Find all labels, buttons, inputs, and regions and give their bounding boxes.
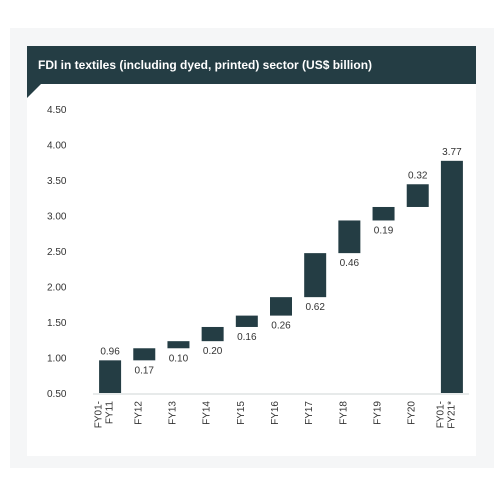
y-tick-label: 4.50 [47, 105, 67, 116]
data-label: 0.17 [135, 365, 155, 376]
category-label: FY20 [407, 401, 418, 425]
category-label: FY12 [133, 401, 144, 425]
category-label: FY14 [202, 401, 213, 425]
y-tick-label: 3.00 [47, 212, 67, 223]
category-label: FY17 [304, 401, 315, 425]
bar-fy13 [167, 341, 190, 349]
y-tick-label: 1.00 [47, 354, 67, 365]
bar-fy18 [338, 220, 361, 254]
category-label: FY01- [435, 401, 446, 428]
title-fold-decoration [27, 84, 41, 98]
category-label: FY19 [373, 401, 384, 425]
category-label: FY11 [105, 401, 116, 425]
y-tick-label: 2.00 [47, 283, 67, 294]
bar-fy01-fy21- [440, 160, 463, 393]
bar-fy12 [133, 348, 156, 361]
y-tick-label: 0.50 [47, 389, 67, 400]
category-label: FY18 [338, 401, 349, 425]
bar-fy16 [270, 297, 292, 316]
category-label: FY21* [446, 401, 457, 429]
bar-fy15 [235, 315, 258, 327]
chart-title: FDI in textiles (including dyed, printed… [27, 46, 476, 84]
data-label: 0.16 [237, 332, 257, 343]
data-label: 0.96 [100, 346, 120, 357]
y-tick-label: 4.00 [47, 141, 67, 152]
bar-fy17 [304, 253, 327, 298]
data-label: 0.19 [374, 225, 394, 236]
data-label: 0.26 [271, 321, 291, 332]
category-label: FY15 [236, 401, 247, 425]
bar-fy01-fy11 [99, 360, 122, 393]
data-label: 3.77 [442, 147, 462, 158]
data-label: 0.32 [408, 170, 428, 181]
data-label: 0.10 [169, 353, 189, 364]
data-label: 0.46 [340, 258, 360, 269]
data-label: 0.20 [203, 346, 223, 357]
bar-fy20 [406, 184, 429, 207]
category-label: FY16 [270, 401, 281, 425]
waterfall-chart: 4.50 4.00 3.50 3.00 2.50 2.00 1.50 1.00 0.50 0.96… [47, 105, 469, 429]
category-label: FY13 [167, 401, 178, 425]
bar-fy14 [201, 326, 224, 342]
data-label: 0.62 [305, 302, 325, 313]
y-tick-label: 3.50 [47, 176, 67, 187]
category-label: FY01- [94, 401, 105, 428]
y-tick-label: 1.50 [47, 318, 67, 329]
y-tick-label: 2.50 [47, 247, 67, 258]
bar-fy19 [372, 206, 395, 221]
